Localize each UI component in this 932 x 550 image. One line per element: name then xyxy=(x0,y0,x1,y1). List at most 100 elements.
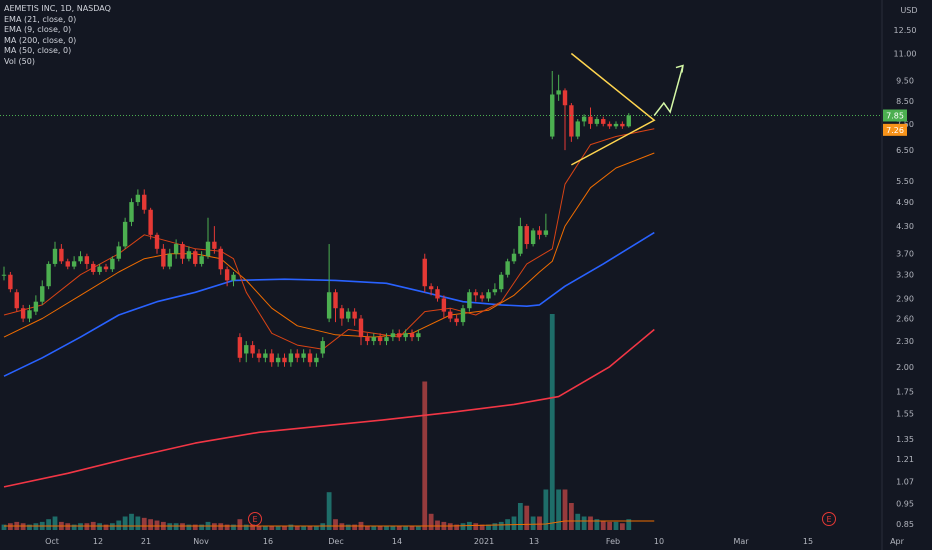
candle-body xyxy=(377,337,383,342)
volume-bar xyxy=(46,519,52,530)
candle-body xyxy=(263,353,268,358)
volume-bar xyxy=(173,523,179,530)
candle-body xyxy=(218,248,223,270)
x-tick-label: 13 xyxy=(529,537,539,546)
candle-body xyxy=(365,337,370,342)
volume-bar xyxy=(517,503,523,530)
volume-bar xyxy=(384,525,389,530)
candle-body xyxy=(186,251,192,259)
volume-bar xyxy=(428,513,434,530)
candle-body xyxy=(384,337,389,342)
x-tick-label: Apr xyxy=(890,537,905,546)
candle-body xyxy=(505,261,510,275)
volume-bar xyxy=(492,523,498,530)
candle-body xyxy=(180,244,185,259)
candle-body xyxy=(78,256,83,262)
volume-bar xyxy=(549,314,555,530)
candle-body xyxy=(97,266,102,272)
candle-body xyxy=(301,353,306,358)
x-tick-label: Mar xyxy=(733,537,749,546)
legend-ema9[interactable]: EMA (9, close, 0) xyxy=(4,25,72,34)
candle-body xyxy=(205,241,211,257)
candle-body xyxy=(569,105,574,137)
candle-body xyxy=(250,345,255,354)
candle-body xyxy=(346,311,351,319)
candle-body xyxy=(154,234,160,249)
volume-bar xyxy=(486,524,491,530)
candle-body xyxy=(122,221,128,247)
ema21-line xyxy=(3,152,655,338)
triangle-pattern xyxy=(570,52,656,166)
y-tick-label: 2.30 xyxy=(896,337,914,346)
candle-body xyxy=(84,256,90,264)
candle-body xyxy=(52,248,58,264)
candle-body xyxy=(626,115,631,127)
legend-symbol[interactable]: AEMETIS INC, 1D, NASDAQ xyxy=(4,4,111,13)
ma200-line xyxy=(3,328,655,488)
candle-body xyxy=(448,311,453,319)
volume-bar xyxy=(84,523,90,530)
candle-body xyxy=(59,248,64,262)
candle-body xyxy=(460,308,466,323)
volume-bar xyxy=(619,523,625,530)
candle-body xyxy=(499,274,504,290)
legend-ma50[interactable]: MA (50, close, 0) xyxy=(4,46,72,55)
volume-bar xyxy=(339,523,345,530)
volume-bar xyxy=(301,525,307,530)
volume-bar xyxy=(135,516,141,530)
volume-bar xyxy=(403,525,409,530)
candle-body xyxy=(116,246,121,259)
candle-body xyxy=(416,333,421,338)
earnings-marker-label: E xyxy=(826,515,831,524)
volume-bar xyxy=(231,524,236,530)
volume-bar xyxy=(103,524,109,530)
volume-bar xyxy=(243,524,249,530)
volume-bar xyxy=(199,524,205,530)
volume-bar xyxy=(237,519,243,530)
y-tick-label: 1.35 xyxy=(896,435,914,444)
y-tick-label: 0.85 xyxy=(896,520,914,529)
currency-label: USD xyxy=(900,6,917,15)
volume-bar xyxy=(460,523,466,530)
y-tick-label: 3.30 xyxy=(896,271,914,280)
candle-body xyxy=(352,311,357,319)
breakout-arrow xyxy=(653,65,684,116)
volume-bar xyxy=(364,525,370,530)
candle-body xyxy=(20,308,26,319)
candle-body xyxy=(537,230,542,235)
candle-body xyxy=(581,116,587,122)
volume-bar xyxy=(282,525,287,530)
candle-body xyxy=(530,230,536,245)
volume-bar xyxy=(218,523,224,530)
volume-bar xyxy=(473,523,479,530)
ema-price-label: 7.26 xyxy=(886,126,904,135)
legend-ema21[interactable]: EMA (21, close, 0) xyxy=(4,14,77,24)
candle-body xyxy=(269,353,274,363)
volume-bar xyxy=(109,523,115,530)
earnings-marker[interactable] xyxy=(248,512,262,526)
candle-body xyxy=(91,263,96,272)
candle-body xyxy=(620,123,625,127)
candle-body xyxy=(435,289,440,299)
candle-body xyxy=(8,274,13,290)
candle-body xyxy=(524,226,529,245)
earnings-marker[interactable] xyxy=(822,512,836,526)
last-price-tag xyxy=(883,109,907,122)
y-tick-label: 2.00 xyxy=(896,363,914,372)
legend-ma200[interactable]: MA (200, close, 0) xyxy=(4,35,77,45)
legend-vol[interactable]: Vol (50) xyxy=(4,56,35,66)
earnings-marker-label: E xyxy=(252,515,257,524)
volume-bar xyxy=(498,521,504,530)
candle-body xyxy=(282,357,287,363)
candle-body xyxy=(333,292,338,309)
candle-body xyxy=(601,119,606,124)
volume-bar xyxy=(186,524,192,530)
candle-body xyxy=(288,353,294,363)
candle-body xyxy=(199,256,204,264)
volume-bar xyxy=(588,516,593,530)
volume-bar xyxy=(269,525,275,530)
volume-bar xyxy=(141,517,147,530)
volume-bar xyxy=(148,519,154,530)
volume-ma-line xyxy=(4,520,655,527)
